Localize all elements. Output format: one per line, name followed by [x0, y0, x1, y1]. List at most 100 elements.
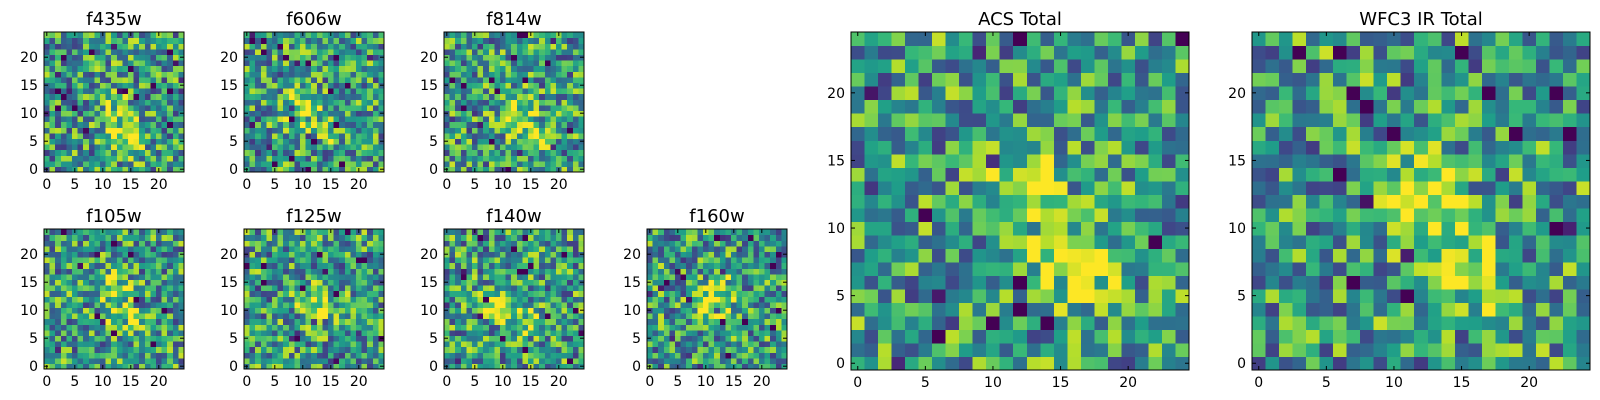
heatmap-cell: [172, 318, 179, 325]
heatmap-cell: [556, 324, 563, 331]
heatmap-cell: [94, 329, 101, 336]
heatmap-cell: [328, 127, 335, 134]
heatmap-cell: [266, 82, 273, 89]
heatmap-cell: [669, 352, 676, 359]
panel-title: f160w: [689, 206, 744, 227]
heatmap-cell: [477, 32, 484, 39]
heatmap-cell: [878, 302, 893, 317]
heatmap-cell: [1134, 302, 1150, 317]
heatmap-cell: [305, 99, 312, 106]
heatmap-cell: [300, 285, 307, 292]
heatmap-cell: [472, 352, 479, 359]
heatmap-cell: [500, 279, 507, 286]
heatmap-cell: [361, 262, 368, 269]
heatmap-cell: [277, 352, 284, 359]
heatmap-cell: [178, 290, 185, 297]
heatmap-cell: [60, 43, 67, 50]
heatmap-cell: [378, 43, 385, 50]
heatmap-cell: [133, 127, 140, 134]
heatmap-cell: [322, 76, 329, 83]
heatmap-cell: [714, 324, 721, 331]
heatmap-cell: [339, 104, 346, 111]
heatmap-cell: [83, 296, 90, 303]
heatmap-cell: [139, 296, 146, 303]
heatmap-cell: [300, 296, 307, 303]
heatmap-cell: [516, 104, 523, 111]
heatmap-cell: [266, 262, 273, 269]
heatmap-cell: [918, 207, 933, 222]
heatmap-cell: [44, 346, 51, 353]
heatmap-cell: [60, 166, 67, 173]
heatmap-cell: [300, 301, 307, 308]
heatmap-cell: [156, 43, 163, 50]
heatmap-cell: [161, 346, 168, 353]
heatmap-cell: [544, 329, 551, 336]
heatmap-cell: [567, 279, 574, 286]
heatmap-cell: [378, 346, 385, 353]
heatmap-cell: [675, 251, 682, 258]
heatmap-cell: [328, 43, 335, 50]
heatmap-cell: [322, 82, 329, 89]
heatmap-cell: [500, 54, 507, 61]
heatmap-cell: [567, 335, 574, 342]
y-tick-label: 0: [29, 359, 38, 375]
heatmap-cell: [466, 296, 473, 303]
heatmap-cell: [255, 32, 262, 39]
heatmap-cell: [460, 127, 467, 134]
heatmap-cell: [339, 65, 346, 72]
heatmap-cell: [283, 257, 290, 264]
heatmap-cell: [572, 99, 579, 106]
heatmap-cell: [344, 155, 351, 162]
heatmap-cell: [444, 132, 451, 139]
heatmap-cell: [339, 93, 346, 100]
heatmap-cell: [511, 132, 518, 139]
heatmap-cell: [249, 88, 256, 95]
y-tick-label: 15: [420, 78, 438, 94]
heatmap-cell: [283, 110, 290, 117]
heatmap-cell: [1161, 356, 1177, 371]
heatmap-cell: [122, 307, 129, 314]
heatmap-cell: [144, 357, 151, 364]
heatmap-cell: [505, 121, 512, 128]
x-tick-label: 15: [322, 374, 340, 390]
heatmap-cell: [161, 285, 168, 292]
heatmap-cell: [483, 43, 490, 50]
heatmap-cell: [460, 48, 467, 55]
heatmap-cell: [356, 290, 363, 297]
heatmap-cell: [100, 48, 107, 55]
heatmap-cell: [455, 262, 462, 269]
heatmap-cell: [905, 288, 920, 303]
y-tick-label: 0: [229, 162, 238, 178]
heatmap-cell: [488, 318, 495, 325]
heatmap-cell: [344, 251, 351, 258]
heatmap-cell: [483, 346, 490, 353]
heatmap-cell: [511, 71, 518, 78]
heatmap-cell: [260, 262, 267, 269]
heatmap-cell: [539, 318, 546, 325]
heatmap-cell: [60, 296, 67, 303]
heatmap-cell: [116, 166, 123, 173]
heatmap-cell: [83, 32, 90, 39]
heatmap-cell: [378, 268, 385, 275]
heatmap-cell: [150, 240, 157, 247]
heatmap-cell: [133, 229, 140, 236]
panel-title: f140w: [486, 206, 541, 227]
heatmap-cell: [1053, 342, 1068, 358]
heatmap-cell: [122, 43, 129, 50]
heatmap-cell: [133, 32, 140, 39]
heatmap-cell: [283, 43, 290, 50]
heatmap-cell: [550, 357, 557, 364]
heatmap-cell: [372, 138, 379, 145]
heatmap-cell: [94, 268, 101, 275]
heatmap-cell: [714, 257, 721, 264]
heatmap-cell: [1121, 275, 1136, 290]
heatmap-cell: [139, 104, 146, 111]
heatmap-cell: [719, 273, 726, 280]
heatmap-cell: [770, 346, 777, 353]
heatmap-cell: [697, 262, 704, 269]
heatmap-cell: [460, 160, 467, 167]
heatmap-cell: [156, 346, 163, 353]
heatmap-cell: [260, 363, 267, 370]
heatmap-cell: [460, 290, 467, 297]
heatmap-cell: [539, 251, 546, 258]
